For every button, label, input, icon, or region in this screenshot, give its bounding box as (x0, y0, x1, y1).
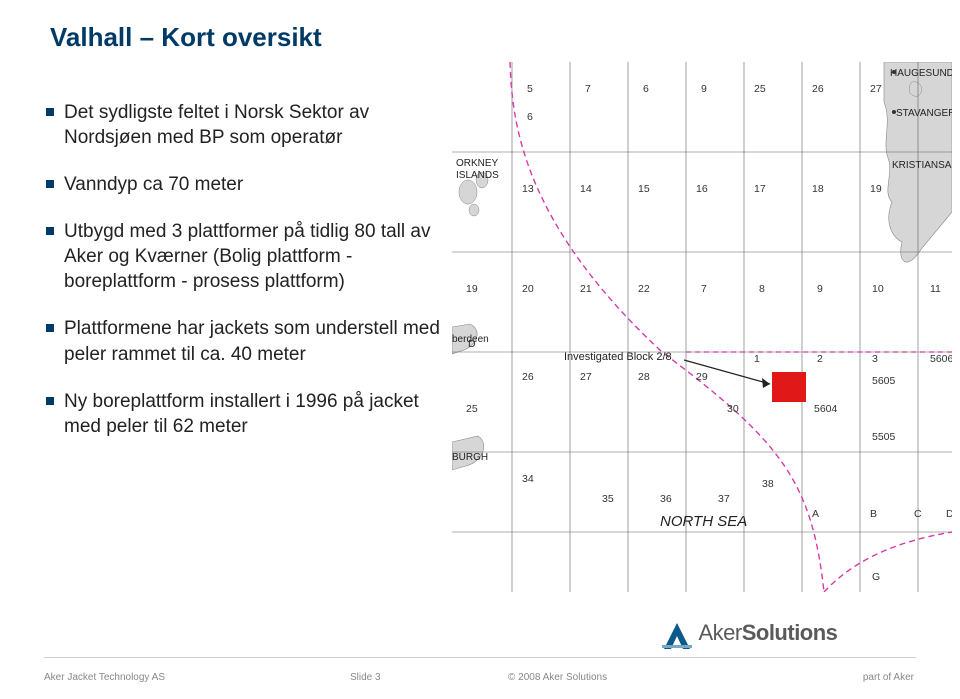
svg-text:34: 34 (522, 473, 534, 485)
svg-text:ISLANDS: ISLANDS (456, 170, 499, 181)
svg-text:35: 35 (602, 493, 614, 505)
svg-text:29: 29 (696, 371, 708, 383)
svg-text:20: 20 (522, 283, 534, 295)
kristiansand-label: KRISTIANSA (892, 160, 952, 171)
svg-text:13: 13 (522, 183, 534, 195)
investigated-block-label: Investigated Block 2/8 (564, 351, 672, 363)
svg-text:B: B (870, 508, 877, 520)
logo-text-2: Solutions (742, 620, 838, 645)
svg-text:22: 22 (638, 283, 650, 295)
svg-text:10: 10 (872, 283, 884, 295)
slide: Valhall – Kort oversikt Det sydligste fe… (0, 0, 960, 699)
svg-text:17: 17 (754, 183, 766, 195)
svg-text:25: 25 (466, 403, 478, 415)
svg-text:28: 28 (638, 371, 650, 383)
footer-company: Aker Jacket Technology AS (44, 672, 165, 683)
svg-text:2: 2 (817, 353, 823, 365)
aberdeen-label: berdeen (452, 334, 489, 345)
svg-text:27: 27 (580, 371, 592, 383)
svg-text:9: 9 (701, 83, 707, 95)
svg-text:7: 7 (701, 283, 707, 295)
svg-text:26: 26 (812, 83, 824, 95)
svg-text:3: 3 (872, 353, 878, 365)
bullet-item: Ny boreplattform installert i 1996 på ja… (42, 389, 447, 439)
logo-mark-icon (660, 619, 694, 653)
svg-text:G: G (872, 571, 880, 583)
svg-text:9: 9 (817, 283, 823, 295)
highlighted-block (772, 372, 806, 402)
footer-divider (44, 657, 916, 658)
edinburgh-label: BURGH (452, 452, 488, 463)
svg-text:A: A (812, 508, 819, 520)
logo-text-1: Aker (698, 620, 741, 645)
svg-text:ORKNEY: ORKNEY (456, 158, 499, 169)
svg-text:16: 16 (696, 183, 708, 195)
svg-text:15: 15 (638, 183, 650, 195)
svg-text:19: 19 (870, 183, 882, 195)
svg-text:11: 11 (930, 283, 941, 295)
footer-copyright: © 2008 Aker Solutions (508, 672, 607, 683)
svg-text:38: 38 (762, 478, 774, 490)
bullet-item: Utbygd med 3 plattformer på tidlig 80 ta… (42, 219, 447, 294)
svg-text:1: 1 (754, 353, 760, 365)
content-area: Det sydligste feltet i Norsk Sektor av N… (42, 100, 447, 461)
svg-text:21: 21 (580, 283, 592, 295)
svg-text:6: 6 (527, 111, 533, 123)
svg-text:36: 36 (660, 493, 672, 505)
stavanger-label: STAVANGER (896, 108, 952, 119)
footer: Aker Jacket Technology AS Slide 3 © 2008… (0, 657, 960, 699)
footer-tagline: part of Aker (863, 672, 914, 683)
bullet-item: Vanndyp ca 70 meter (42, 172, 447, 197)
svg-text:5605: 5605 (872, 375, 896, 387)
svg-text:6: 6 (643, 83, 649, 95)
svg-text:18: 18 (812, 183, 824, 195)
bullet-item: Det sydligste feltet i Norsk Sektor av N… (42, 100, 447, 150)
north-sea-map: 5 7 6 9 25 26 27 6 13 14 15 16 17 18 19 … (452, 62, 952, 592)
bullet-list: Det sydligste feltet i Norsk Sektor av N… (42, 100, 447, 439)
svg-text:19: 19 (466, 283, 478, 295)
svg-text:D: D (946, 508, 952, 520)
svg-text:5604: 5604 (814, 403, 838, 415)
haugesund-label: HAUGESUND (890, 68, 952, 79)
svg-text:25: 25 (754, 83, 766, 95)
svg-text:8: 8 (759, 283, 765, 295)
footer-slide-number: Slide 3 (350, 672, 381, 683)
aker-solutions-logo: AkerSolutions (660, 619, 850, 655)
svg-text:5606: 5606 (930, 353, 952, 365)
slide-title: Valhall – Kort oversikt (50, 22, 322, 53)
svg-text:7: 7 (585, 83, 591, 95)
svg-text:14: 14 (580, 183, 592, 195)
svg-text:30: 30 (727, 403, 739, 415)
svg-text:27: 27 (870, 83, 882, 95)
svg-text:C: C (914, 508, 922, 520)
svg-text:5505: 5505 (872, 431, 896, 443)
svg-text:26: 26 (522, 371, 534, 383)
north-sea-label: NORTH SEA (660, 513, 747, 530)
bullet-item: Plattformene har jackets som understell … (42, 316, 447, 366)
svg-text:37: 37 (718, 493, 730, 505)
svg-text:5: 5 (527, 83, 533, 95)
map-figure: 5 7 6 9 25 26 27 6 13 14 15 16 17 18 19 … (452, 62, 952, 592)
